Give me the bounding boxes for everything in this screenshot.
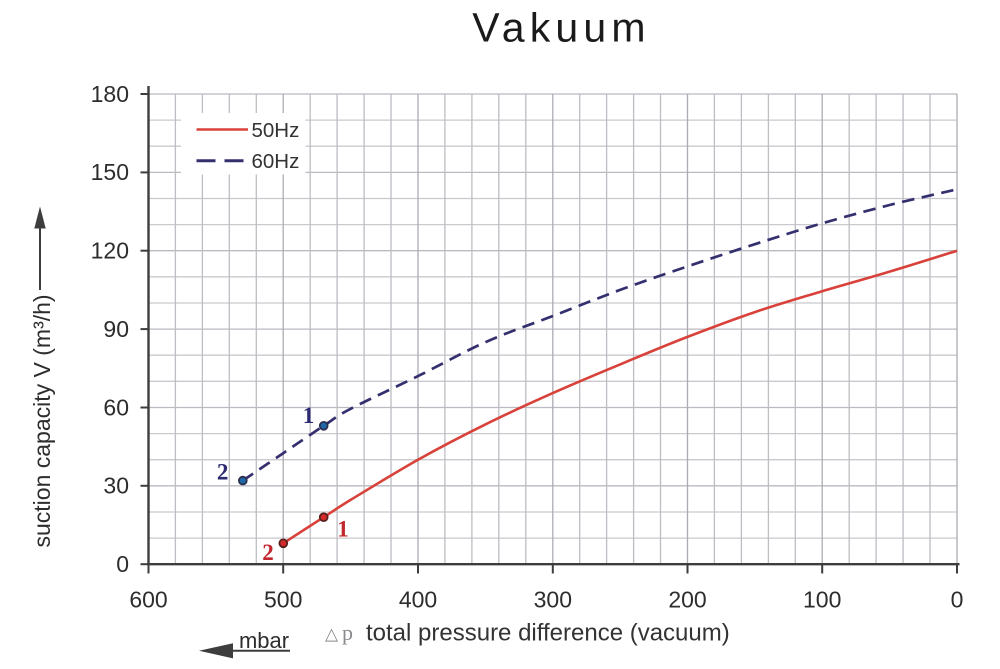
- svg-text:60: 60: [103, 394, 129, 420]
- svg-text:180: 180: [91, 81, 129, 107]
- svg-text:120: 120: [91, 238, 129, 264]
- svg-text:50Hz: 50Hz: [252, 119, 300, 142]
- svg-text:0: 0: [116, 551, 129, 577]
- svg-text:150: 150: [91, 159, 129, 185]
- svg-text:1: 1: [337, 516, 349, 541]
- svg-text:90: 90: [103, 316, 129, 342]
- svg-text:mbar: mbar: [239, 628, 289, 653]
- svg-text:△: △: [325, 625, 339, 644]
- svg-text:p: p: [342, 620, 353, 645]
- svg-text:500: 500: [264, 587, 302, 613]
- svg-text:0: 0: [951, 587, 964, 613]
- svg-text:200: 200: [668, 587, 706, 613]
- svg-text:2: 2: [217, 460, 229, 485]
- svg-text:100: 100: [803, 587, 841, 613]
- svg-text:30: 30: [103, 473, 129, 499]
- svg-text:2: 2: [262, 540, 274, 565]
- svg-text:400: 400: [399, 587, 437, 613]
- svg-text:60Hz: 60Hz: [252, 150, 300, 173]
- svg-text:600: 600: [129, 587, 167, 613]
- svg-text:total pressure difference (vac: total pressure difference (vacuum): [366, 620, 730, 647]
- svg-text:300: 300: [534, 587, 572, 613]
- svg-text:suction capacity V (m³/h): suction capacity V (m³/h): [29, 294, 55, 547]
- svg-text:1: 1: [303, 403, 315, 428]
- svg-text:Vakuum: Vakuum: [472, 5, 651, 51]
